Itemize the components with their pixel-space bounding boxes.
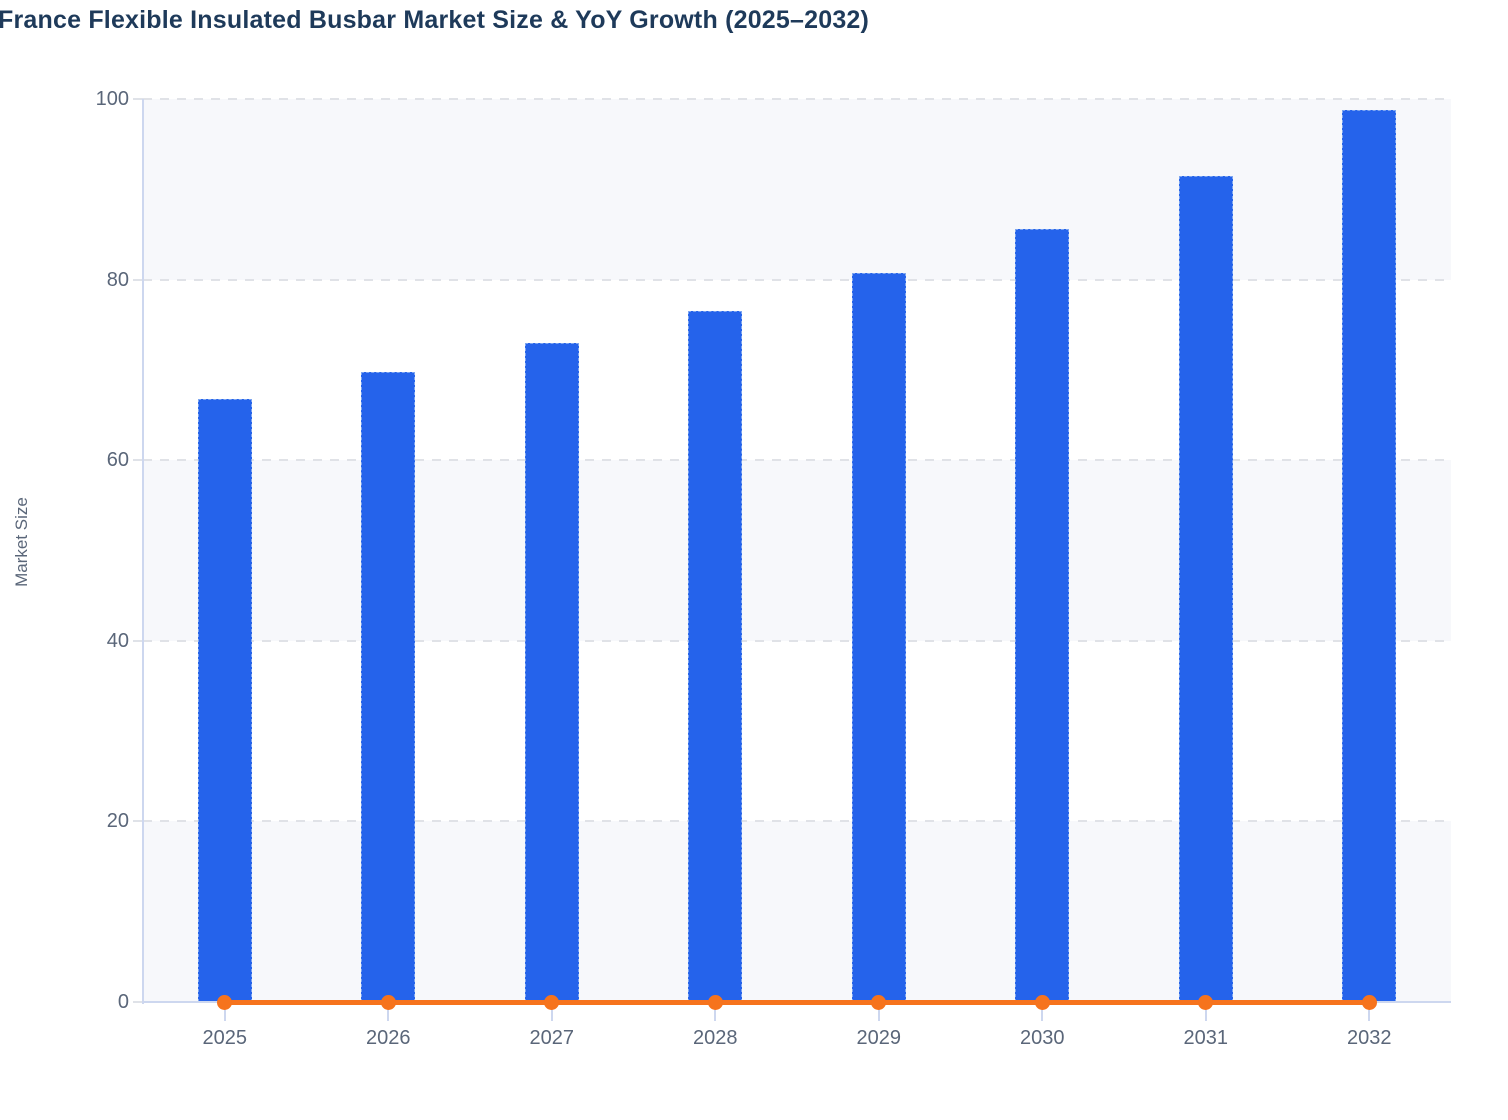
- y-axis-tick: [133, 639, 143, 642]
- x-tick-label: 2030: [1020, 1027, 1065, 1049]
- plot-band: [143, 640, 1451, 822]
- y-tick-label: 20: [106, 810, 129, 833]
- bar-market-size[interactable]: [524, 342, 579, 1002]
- plot-band: [143, 460, 1451, 641]
- x-axis-tick: [223, 1004, 226, 1021]
- gridline: [143, 639, 1451, 642]
- plot-band: [143, 99, 1451, 280]
- bar-market-size[interactable]: [851, 273, 906, 1002]
- x-tick-label: 2029: [856, 1027, 902, 1049]
- yoy-growth-point[interactable]: [1361, 994, 1377, 1010]
- x-axis-tick: [714, 1004, 717, 1021]
- plot-band: [143, 821, 1451, 1002]
- bar-market-size[interactable]: [361, 371, 416, 1002]
- bar-market-size[interactable]: [1178, 175, 1233, 1002]
- bar-market-size[interactable]: [688, 311, 743, 1002]
- x-tick-label: 2031: [1183, 1027, 1229, 1049]
- y-tick-label: 40: [106, 629, 129, 652]
- yoy-growth-point[interactable]: [217, 994, 233, 1010]
- gridline: [143, 820, 1451, 823]
- x-tick-label: 2028: [693, 1027, 738, 1049]
- x-tick-label: 2027: [529, 1027, 575, 1049]
- y-tick-label: 0: [117, 991, 129, 1013]
- yoy-growth-point[interactable]: [544, 994, 560, 1010]
- x-axis-tick: [1204, 1004, 1207, 1021]
- y-axis-line: [142, 99, 144, 1004]
- y-tick-label: 80: [106, 268, 129, 291]
- x-tick-label: 2032: [1347, 1027, 1392, 1049]
- y-tick-label: 60: [106, 449, 129, 472]
- y-axis-title: Market Size: [12, 497, 31, 587]
- y-axis-tick: [133, 98, 143, 100]
- plot-band: [143, 279, 1451, 461]
- x-axis-tick: [1041, 1004, 1044, 1021]
- bar-market-size[interactable]: [1342, 109, 1397, 1002]
- yoy-growth-point[interactable]: [380, 994, 396, 1010]
- x-axis-tick: [550, 1004, 553, 1021]
- yoy-growth-point[interactable]: [871, 994, 887, 1010]
- y-axis-tick: [133, 459, 143, 462]
- y-axis-tick: [133, 1001, 143, 1003]
- bar-market-size[interactable]: [1015, 229, 1070, 1002]
- x-axis-tick: [1368, 1004, 1371, 1021]
- y-axis-tick: [133, 820, 143, 823]
- yoy-growth-line[interactable]: [224, 999, 1370, 1005]
- yoy-growth-point[interactable]: [1034, 994, 1050, 1010]
- gridline: [143, 459, 1451, 462]
- gridline: [143, 98, 1451, 100]
- x-axis-tick: [877, 1004, 880, 1021]
- x-tick-label: 2026: [366, 1027, 411, 1049]
- yoy-growth-point[interactable]: [707, 994, 723, 1010]
- y-axis-tick: [133, 278, 143, 281]
- bar-market-size[interactable]: [197, 398, 252, 1002]
- x-tick-label: 2025: [202, 1027, 248, 1049]
- x-axis-tick: [387, 1004, 390, 1021]
- y-tick-label: 100: [95, 88, 129, 110]
- chart-title: France Flexible Insulated Busbar Market …: [0, 6, 870, 34]
- gridline: [143, 278, 1451, 281]
- yoy-growth-point[interactable]: [1198, 994, 1214, 1010]
